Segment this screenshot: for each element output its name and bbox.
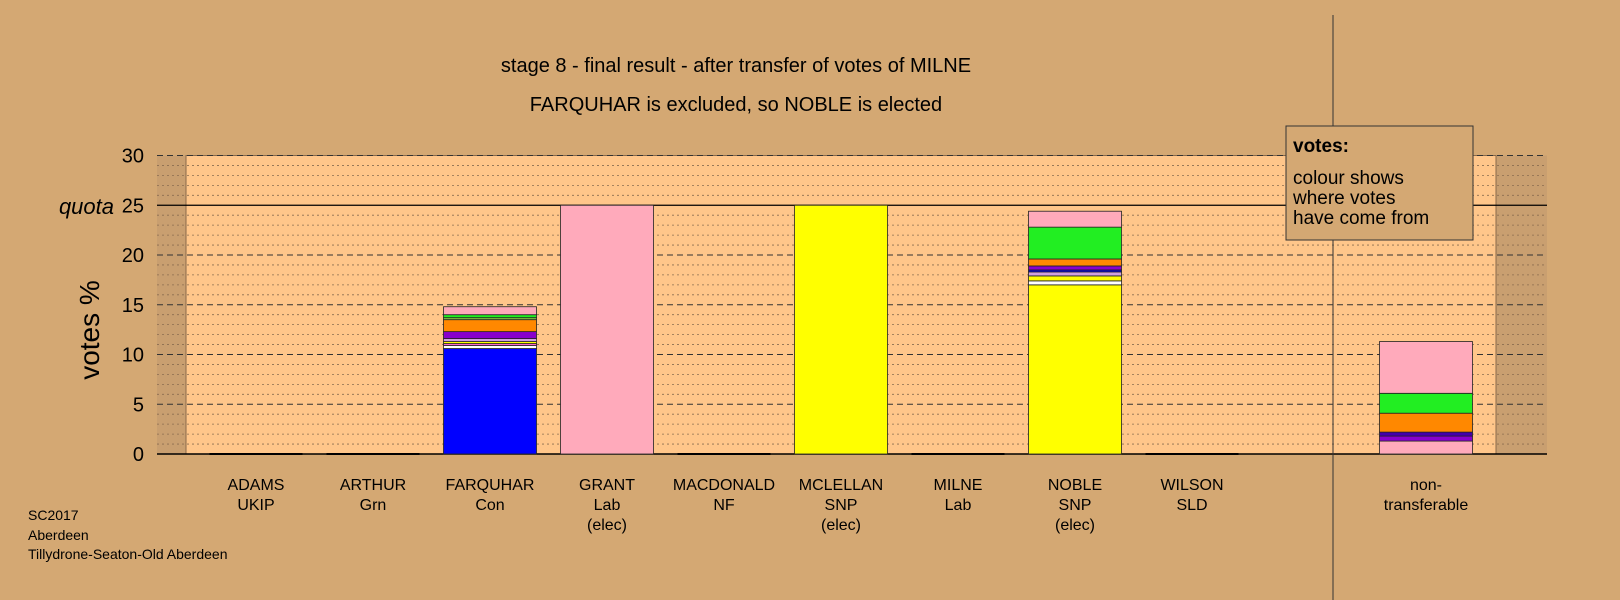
category-label: Con (475, 497, 504, 514)
category-label: SNP (1059, 497, 1092, 514)
category-label: ADAMS (228, 477, 285, 494)
footer-line-2: Aberdeen (28, 526, 89, 543)
category-label: MILNE (934, 477, 983, 494)
y-tick-label: 15 (122, 295, 144, 317)
category-label: WILSON (1160, 477, 1223, 494)
bar-segment (1028, 284, 1122, 455)
legend-line-1: colour shows (1293, 168, 1404, 189)
bar-segment (1028, 210, 1122, 228)
bar-segment (1379, 392, 1473, 414)
bar-segment (443, 331, 537, 339)
category-label: SNP (825, 497, 858, 514)
bar-segment (443, 348, 537, 455)
y-tick-label: 30 (122, 146, 144, 168)
bar-segment (560, 204, 654, 455)
bar-segment (443, 338, 537, 342)
category-label: Lab (945, 497, 972, 514)
legend-line-3: have come from (1293, 208, 1429, 229)
legend-line-2: where votes (1292, 188, 1395, 209)
bar-segment (1028, 275, 1122, 282)
chart-subtitle: FARQUHAR is excluded, so NOBLE is electe… (530, 94, 942, 116)
category-label: non- (1410, 477, 1442, 494)
bar-segment (443, 306, 537, 316)
bar-segment (794, 204, 888, 455)
category-label: Grn (360, 497, 387, 514)
category-label: UKIP (237, 497, 274, 514)
category-label: NOBLE (1048, 477, 1102, 494)
y-tick-label: 25 (122, 195, 144, 217)
bar-segment (1379, 412, 1473, 433)
bar-segment (443, 314, 537, 319)
category-label: FARQUHAR (446, 477, 535, 494)
category-label: GRANT (579, 477, 635, 494)
y-tick-label: 0 (133, 444, 144, 466)
legend: votes: colour shows where votes have com… (1285, 125, 1474, 241)
y-axis-label: votes % (74, 280, 105, 380)
legend-title: votes: (1293, 136, 1349, 157)
bar-segment (1028, 265, 1122, 271)
category-label: MACDONALD (673, 477, 775, 494)
bar-segment (1028, 271, 1122, 277)
category-label: ARTHUR (340, 477, 406, 494)
bar-segment (1379, 431, 1473, 437)
bar-segment (1028, 226, 1122, 260)
y-tick-label: 10 (122, 345, 144, 367)
legend-box (1285, 125, 1474, 241)
category-label: (elec) (1055, 517, 1095, 534)
category-label: NF (713, 497, 735, 514)
chart-title: stage 8 - final result - after transfer … (501, 55, 971, 77)
category-label: (elec) (821, 517, 861, 534)
category-label: (elec) (587, 517, 627, 534)
quota-label: quota (59, 194, 114, 219)
category-label: MCLELLAN (799, 477, 883, 494)
footer-line-3: Tillydrone-Seaton-Old Aberdeen (28, 546, 228, 562)
category-label: SLD (1176, 497, 1207, 514)
category-label: Lab (594, 497, 621, 514)
bar-segment (443, 319, 537, 333)
y-tick-label: 5 (133, 394, 144, 416)
bar-segment (1028, 258, 1122, 267)
category-label: transferable (1384, 497, 1469, 514)
bar-segment (443, 345, 537, 349)
bar-segment (1379, 440, 1473, 455)
y-tick-label: 20 (122, 245, 144, 267)
bar-segment (1379, 341, 1473, 394)
footer-info: SC2017 Aberdeen Tillydrone-Seaton-Old Ab… (28, 506, 228, 565)
bar-segment (1379, 435, 1473, 442)
footer-line-1: SC2017 (28, 507, 79, 523)
bar-segment (1028, 280, 1122, 286)
